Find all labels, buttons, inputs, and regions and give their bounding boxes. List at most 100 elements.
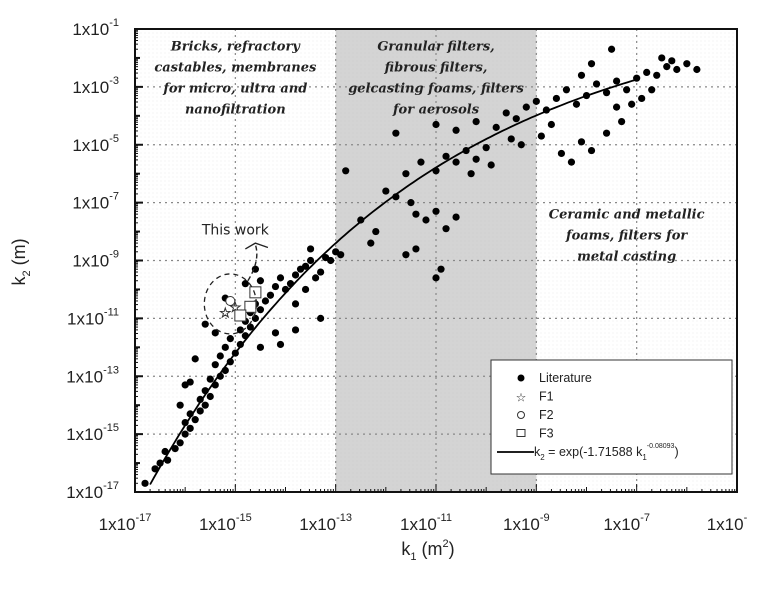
literature-point [382,187,390,195]
literature-point [141,479,149,487]
literature-point [482,144,490,152]
literature-point [432,274,440,282]
fit-curve [149,78,637,485]
gridlines [135,29,737,492]
literature-point [442,152,450,160]
literature-point [668,57,676,65]
literature-point [547,120,555,129]
legend-label: Literature [539,371,592,385]
f2-point [225,296,236,307]
literature-point [317,268,325,276]
region-text-line: Granular filters, [377,40,494,55]
legend-label: F3 [539,427,554,441]
literature-point [261,297,270,305]
literature-point [487,161,495,169]
axes [134,28,738,493]
y-tick-label: 1x10-3 [72,75,119,97]
literature-point [648,86,656,94]
literature-point [467,170,475,178]
literature-point [638,94,646,103]
x-tick-label: 1x10-15 [199,512,252,534]
literature-point [196,395,204,403]
literature-point [342,167,350,175]
x-axis-ticks: 1x10-17 1x10-15 1x10-13 1x10-11 1x10-9 1x10-7… [99,512,748,534]
y-axis-title: k2 (m) [9,238,33,285]
literature-point [256,306,265,314]
legend-marker-star-icon: ☆ [516,391,527,405]
literature-point [196,407,204,415]
y-tick-label: 1x10-1 [72,17,119,39]
literature-point [618,118,626,126]
x-tick-label: 1x10-17 [99,512,152,534]
literature-point [683,60,691,68]
literature-point [517,141,525,149]
literature-point [432,120,440,129]
literature-point [176,439,184,447]
region-text-line: foams, filters for [565,229,688,244]
literature-point [276,274,285,282]
x-tick-label: 1x10-7 [603,512,650,534]
literature-point [402,170,410,178]
literature-point [507,135,515,143]
literature-point [301,285,310,294]
literature-point [186,424,194,432]
y-tick-label: 1x10-17 [66,480,119,502]
y-tick-label: 1x10-9 [72,249,119,271]
region-text-line: gelcasting foams, filters [348,82,524,97]
literature-point [216,352,224,360]
region-text-line: metal casting [577,250,676,265]
x-tick-label: 1x10-9 [503,512,550,534]
legend-box [490,359,733,475]
literature-point [372,227,380,236]
y-tick-label: 1x10-5 [72,133,119,155]
literature-point [256,277,265,285]
literature-point [532,97,540,105]
literature-point [643,68,651,77]
literature-point [422,216,430,224]
literature-point [226,335,234,343]
literature-point [587,60,596,68]
literature-point [452,126,460,134]
this-work-arrow [247,244,258,282]
f1-point: ☆ [219,305,232,321]
literature-point [658,54,666,62]
literature-point [567,158,576,166]
f3-point [249,286,262,299]
literature-point [577,71,586,79]
y-axis-ticks: 1x10-1 1x10-3 1x10-5 1x10-7 1x10-9 1x10-11 1x1… [66,17,119,502]
region-text-line: fibrous filters, [384,61,488,76]
literature-point [492,123,500,131]
literature-point [552,94,561,103]
literature-point [241,280,249,288]
axis-titles: k1 (m2) k2 (m) [9,238,455,563]
literature-point [151,465,159,473]
literature-point [161,447,169,456]
literature-point [357,216,365,224]
region-text-line: for micro, ultra and [162,82,307,97]
legend-marker-open-square [516,429,526,437]
legend-label: F2 [539,408,554,422]
literature-point [392,129,400,137]
literature-point [206,392,214,401]
literature-point [271,329,280,337]
literature-point [452,158,460,166]
f3-point [234,309,247,322]
literature-point [306,256,315,265]
literature-point [407,199,415,207]
literature-point [171,444,179,453]
literature-point [663,63,671,71]
literature-point [562,86,571,94]
literature-point [291,300,300,308]
legend-label-fit: k2 = exp(-1.71588 k1-0.08093) [534,443,679,462]
literature-point [572,100,581,108]
literature-point [201,401,209,409]
literature-point [417,158,425,166]
literature-point [306,245,315,253]
literature-point [653,71,661,79]
literature-point [502,109,510,117]
arrow-head-icon [245,242,269,250]
region-low-permeability: Bricks, refractory castables, membranes fo… [154,40,317,118]
literature-point [602,89,611,97]
literature-point [613,103,621,111]
